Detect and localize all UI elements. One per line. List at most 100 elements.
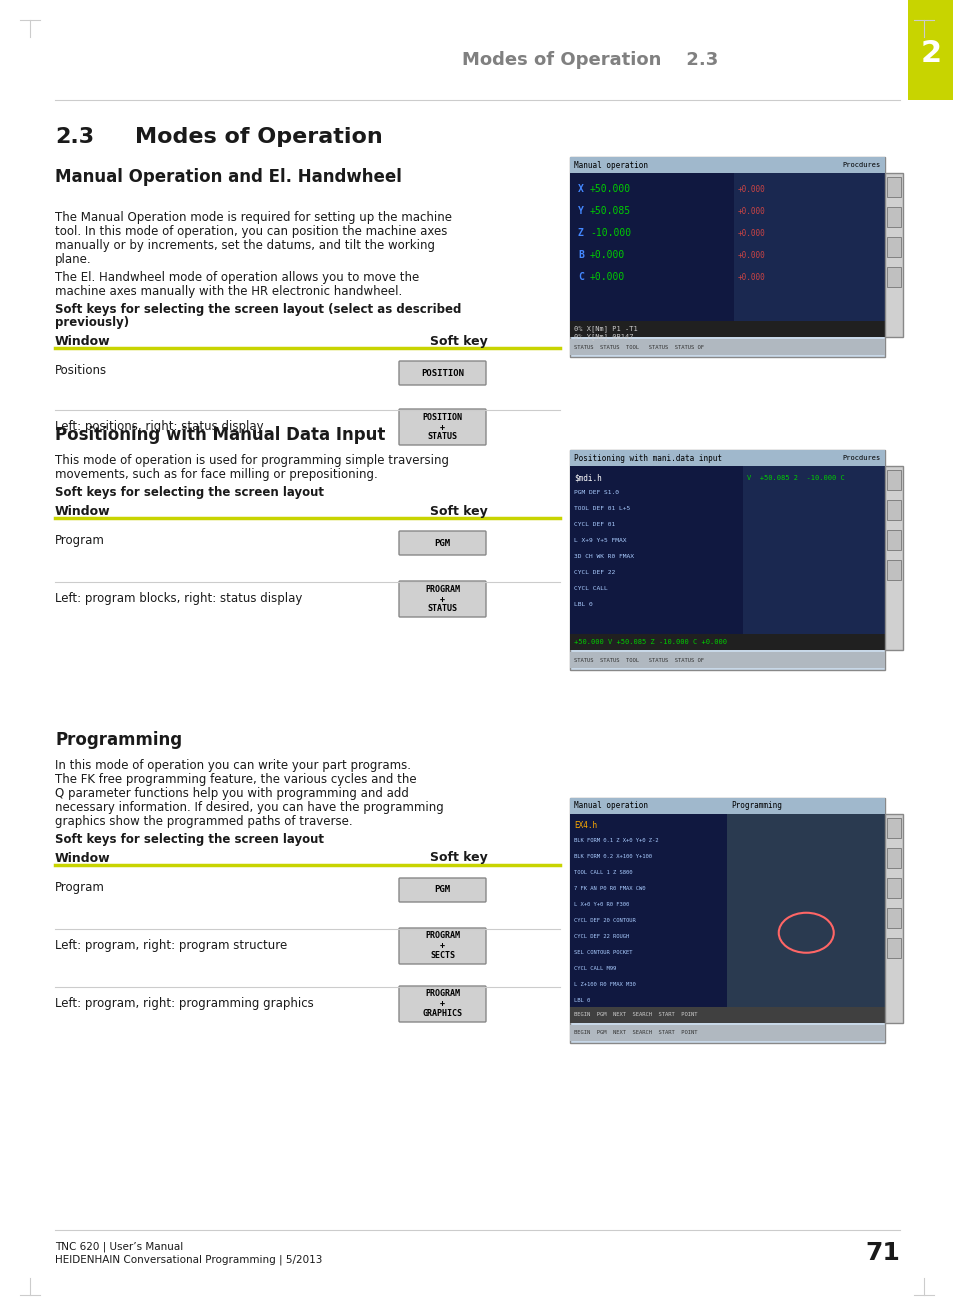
Bar	[569, 798, 884, 814]
Text: 2: 2	[920, 38, 941, 67]
Bar	[569, 798, 884, 1043]
Text: B: B	[578, 250, 583, 260]
Bar	[886, 938, 900, 959]
Text: Modes of Operation    2.3: Modes of Operation 2.3	[461, 51, 718, 68]
Text: LBL 0: LBL 0	[574, 998, 590, 1002]
Text: Procdures: Procdures	[841, 162, 880, 168]
Text: Z: Z	[578, 227, 583, 238]
Text: Positioning with mani.data input: Positioning with mani.data input	[574, 454, 721, 463]
Bar	[884, 814, 902, 1023]
Text: Manual operation: Manual operation	[574, 802, 647, 810]
Text: V  +50.085 2  -10.000 C: V +50.085 2 -10.000 C	[746, 475, 844, 481]
Bar	[907, 0, 953, 100]
Text: +0.000: +0.000	[737, 272, 764, 281]
FancyBboxPatch shape	[398, 986, 485, 1022]
Bar	[733, 174, 884, 337]
Text: Soft keys for selecting the screen layout: Soft keys for selecting the screen layou…	[55, 485, 324, 498]
Text: L X+0 Y+0 R0 F300: L X+0 Y+0 R0 F300	[574, 902, 629, 906]
Text: PGM: PGM	[434, 885, 450, 894]
Text: Positioning with Manual Data Input: Positioning with Manual Data Input	[55, 426, 385, 444]
FancyBboxPatch shape	[398, 362, 485, 385]
Text: Soft keys for selecting the screen layout (select as described: Soft keys for selecting the screen layou…	[55, 302, 461, 316]
Text: LBL 0: LBL 0	[574, 601, 592, 606]
Text: Soft key: Soft key	[430, 505, 487, 518]
Text: necessary information. If desired, you can have the programming: necessary information. If desired, you c…	[55, 801, 443, 814]
Bar	[569, 156, 884, 356]
Text: 71: 71	[864, 1241, 899, 1265]
Text: 7 FK AN P0 R0 FMAX CW0: 7 FK AN P0 R0 FMAX CW0	[574, 885, 645, 890]
FancyBboxPatch shape	[398, 878, 485, 902]
Text: $mdi.h: $mdi.h	[574, 473, 601, 483]
Text: GRAPHICS: GRAPHICS	[422, 1009, 462, 1018]
FancyBboxPatch shape	[398, 409, 485, 444]
Text: CYCL DEF 22: CYCL DEF 22	[574, 569, 615, 575]
Bar	[569, 339, 884, 355]
Text: Window: Window	[55, 334, 111, 347]
Text: +0.000: +0.000	[737, 206, 764, 216]
Bar	[569, 814, 727, 1023]
Text: Window: Window	[55, 852, 111, 864]
Text: +: +	[439, 422, 444, 431]
Text: Program: Program	[55, 881, 105, 893]
Text: 0% X[Nm] P1 -T1: 0% X[Nm] P1 -T1	[574, 326, 638, 333]
Text: Q parameter functions help you with programming and add: Q parameter functions help you with prog…	[55, 786, 409, 800]
FancyBboxPatch shape	[398, 928, 485, 964]
Bar	[727, 814, 884, 1023]
Text: +0.000: +0.000	[589, 272, 624, 281]
Bar	[569, 652, 884, 668]
Bar	[742, 466, 884, 650]
Bar	[886, 500, 900, 519]
Text: L Z+100 R0 FMAX M30: L Z+100 R0 FMAX M30	[574, 981, 635, 986]
Text: Window: Window	[55, 505, 111, 518]
Text: 2.3: 2.3	[55, 128, 94, 147]
Bar	[886, 818, 900, 838]
Text: Manual Operation and El. Handwheel: Manual Operation and El. Handwheel	[55, 168, 401, 185]
Text: +0.000: +0.000	[589, 250, 624, 260]
Bar	[569, 1007, 884, 1023]
Bar	[569, 174, 733, 337]
Text: EX4.h: EX4.h	[574, 822, 597, 831]
Text: +0.000: +0.000	[737, 184, 764, 193]
Text: X: X	[578, 184, 583, 195]
Text: previously): previously)	[55, 316, 129, 329]
Bar	[569, 634, 884, 650]
Bar	[886, 469, 900, 490]
Text: BEGIN  PGM  NEXT  SEARCH  START  POINT: BEGIN PGM NEXT SEARCH START POINT	[574, 1013, 697, 1018]
Text: PROGRAM: PROGRAM	[424, 931, 459, 940]
Text: HEIDENHAIN Conversational Programming | 5/2013: HEIDENHAIN Conversational Programming | …	[55, 1255, 322, 1265]
Text: TOOL DEF 01 L+5: TOOL DEF 01 L+5	[574, 505, 630, 510]
Text: +0.000: +0.000	[737, 250, 764, 259]
Text: movements, such as for face milling or prepositioning.: movements, such as for face milling or p…	[55, 468, 377, 480]
Bar	[569, 450, 884, 466]
Text: POSITION: POSITION	[420, 368, 463, 377]
Text: STATUS  STATUS  TOOL   STATUS  STATUS OF: STATUS STATUS TOOL STATUS STATUS OF	[574, 658, 703, 663]
Text: The El. Handwheel mode of operation allows you to move the: The El. Handwheel mode of operation allo…	[55, 271, 418, 284]
Text: STATUS: STATUS	[427, 431, 457, 441]
Bar	[886, 907, 900, 928]
Text: This mode of operation is used for programming simple traversing: This mode of operation is used for progr…	[55, 454, 449, 467]
Text: BLK FORM 0.2 X+100 Y+100: BLK FORM 0.2 X+100 Y+100	[574, 853, 651, 859]
Text: C: C	[578, 272, 583, 281]
Text: STATUS  STATUS  TOOL   STATUS  STATUS OF: STATUS STATUS TOOL STATUS STATUS OF	[574, 345, 703, 350]
Text: PGM: PGM	[434, 539, 450, 547]
Bar	[886, 878, 900, 898]
Bar	[886, 848, 900, 868]
Text: +50.000: +50.000	[589, 184, 631, 195]
Text: -10.000: -10.000	[589, 227, 631, 238]
Text: Soft key: Soft key	[430, 334, 487, 347]
Text: machine axes manually with the HR electronic handwheel.: machine axes manually with the HR electr…	[55, 284, 402, 297]
Text: CYCL DEF 22 ROUGH: CYCL DEF 22 ROUGH	[574, 934, 629, 939]
Text: Program: Program	[55, 534, 105, 547]
Text: Manual operation: Manual operation	[574, 160, 647, 170]
Text: +50.085: +50.085	[589, 206, 631, 216]
Bar	[569, 466, 742, 650]
Text: Left: program blocks, right: status display: Left: program blocks, right: status disp…	[55, 592, 302, 605]
Text: CYCL DEF 01: CYCL DEF 01	[574, 522, 615, 526]
Text: +50.000 V +50.085 Z -10.000 C +0.000: +50.000 V +50.085 Z -10.000 C +0.000	[574, 639, 726, 644]
Text: SEL CONTOUR POCKET: SEL CONTOUR POCKET	[574, 949, 632, 955]
Text: 3D CH WK R0 FMAX: 3D CH WK R0 FMAX	[574, 554, 634, 559]
Text: PGM DEF S1.0: PGM DEF S1.0	[574, 489, 618, 494]
Text: BLK FORM 0.1 Z X+0 Y+0 Z-2: BLK FORM 0.1 Z X+0 Y+0 Z-2	[574, 838, 658, 843]
Bar	[884, 466, 902, 650]
Bar	[886, 267, 900, 287]
